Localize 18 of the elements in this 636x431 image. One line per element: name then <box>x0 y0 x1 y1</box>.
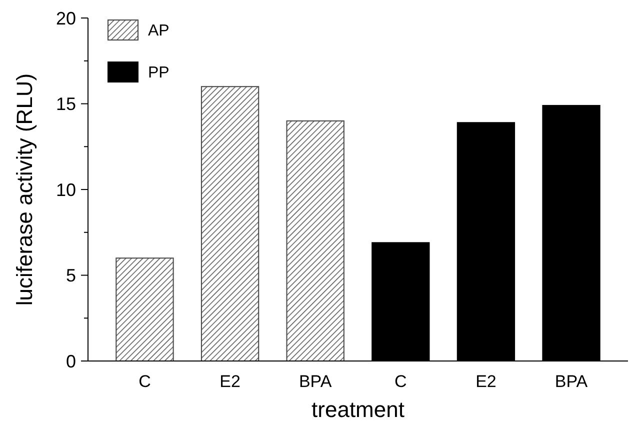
x-tick-label: E2 <box>220 372 240 391</box>
x-tick-label: BPA <box>298 372 332 391</box>
y-tick-label: 15 <box>56 94 76 114</box>
x-tick-label: C <box>394 372 407 391</box>
x-tick-label: BPA <box>554 372 588 391</box>
x-tick-label: C <box>138 372 151 391</box>
legend-label: PP <box>148 64 170 82</box>
y-tick-label: 0 <box>66 351 76 372</box>
y-tick-label: 5 <box>66 266 76 286</box>
y-axis-title: luciferase activity (RLU) <box>12 73 37 306</box>
legend-label: AP <box>148 22 170 40</box>
y-tick-label: 10 <box>56 180 76 200</box>
bar <box>200 86 260 362</box>
bar <box>116 258 174 362</box>
x-axis-title: treatment <box>312 397 404 422</box>
bar <box>286 120 344 362</box>
x-tick-label: E2 <box>476 372 496 391</box>
y-tick-label: 20 <box>56 8 76 28</box>
